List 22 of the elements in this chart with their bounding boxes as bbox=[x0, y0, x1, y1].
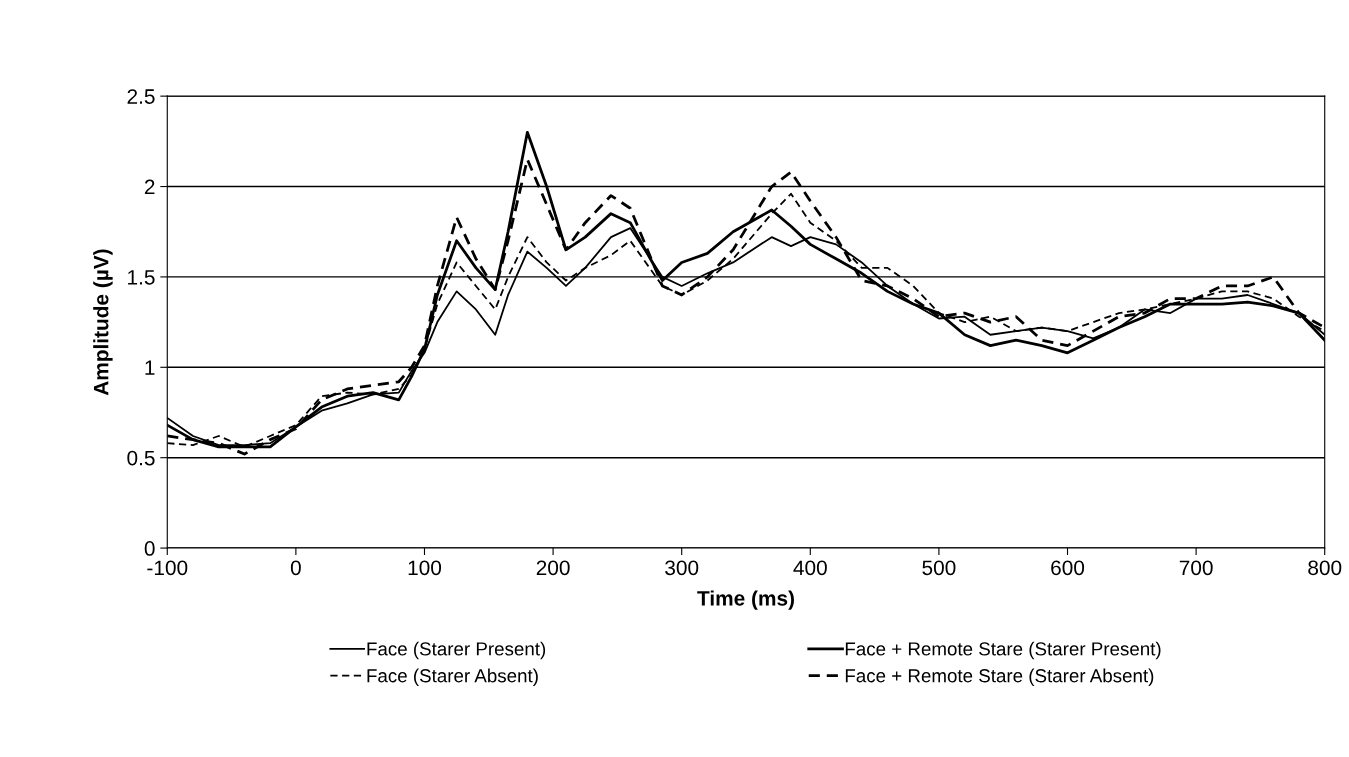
x-tick-label: 400 bbox=[793, 560, 827, 576]
x-tick-label: 0 bbox=[290, 560, 301, 576]
y-tick-label: 1 bbox=[145, 360, 155, 375]
x-tick-label: 700 bbox=[1179, 560, 1213, 576]
y-tick-label: 2.5 bbox=[127, 89, 155, 104]
x-tick-label: -100 bbox=[147, 560, 188, 576]
legend-label: Face + Remote Stare (Starer Present) bbox=[845, 641, 1161, 660]
y-tick-label: 0.5 bbox=[127, 450, 155, 466]
x-tick-label: 800 bbox=[1308, 560, 1342, 576]
y-axis-title: Amplitude (µV) bbox=[93, 249, 113, 396]
x-axis-title: Time (ms) bbox=[697, 590, 794, 610]
x-tick-label: 300 bbox=[665, 560, 699, 576]
y-tick-label: 2 bbox=[144, 179, 155, 195]
legend-label: Face (Starer Present) bbox=[367, 641, 546, 660]
x-tick-label: 100 bbox=[408, 560, 442, 576]
x-tick-label: 500 bbox=[922, 560, 956, 576]
legend-label: Face + Remote Stare (Starer Absent) bbox=[845, 668, 1154, 687]
legend-label: Face (Starer Absent) bbox=[367, 668, 538, 687]
y-tick-label: 0 bbox=[144, 541, 155, 556]
y-tick-label: 1.5 bbox=[128, 270, 155, 285]
x-tick-label: 600 bbox=[1051, 560, 1085, 576]
x-tick-label: 200 bbox=[536, 560, 570, 576]
